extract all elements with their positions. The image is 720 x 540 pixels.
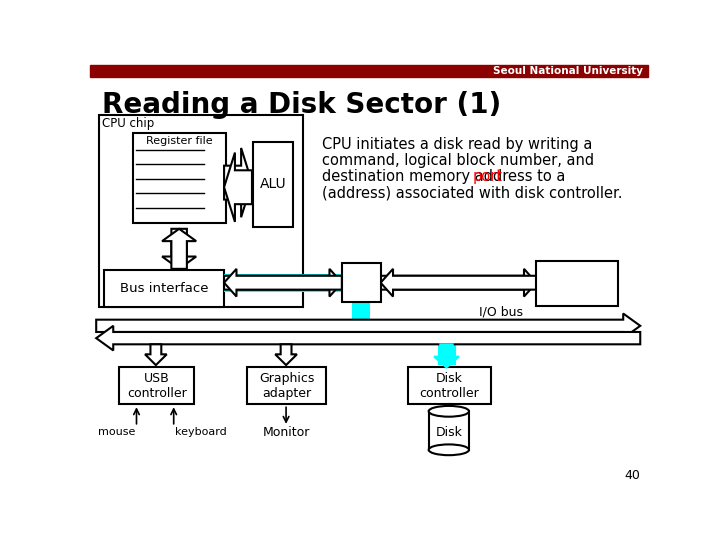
Polygon shape	[224, 148, 252, 217]
Bar	[342, 264, 381, 302]
Text: I/O bus: I/O bus	[479, 306, 523, 319]
Text: Seoul National University: Seoul National University	[492, 66, 642, 76]
Polygon shape	[96, 326, 640, 350]
Polygon shape	[96, 314, 640, 338]
Bar	[253, 142, 293, 226]
Bar	[120, 367, 194, 404]
Bar	[536, 261, 618, 306]
Bar	[104, 271, 224, 307]
Bar	[99, 115, 303, 307]
Polygon shape	[224, 269, 342, 296]
Bar	[246, 367, 326, 404]
Text: USB
controller: USB controller	[127, 372, 186, 400]
Bar	[408, 367, 490, 404]
Bar	[90, 65, 648, 77]
Ellipse shape	[428, 444, 469, 455]
Text: 40: 40	[624, 469, 640, 482]
Text: Disk: Disk	[436, 426, 462, 438]
Text: Bus interface: Bus interface	[120, 282, 208, 295]
Text: command, logical block number, and: command, logical block number, and	[323, 153, 595, 168]
Polygon shape	[145, 345, 167, 365]
Polygon shape	[434, 345, 459, 367]
Text: (address) associated with disk controller.: (address) associated with disk controlle…	[323, 185, 623, 200]
Text: mouse: mouse	[98, 427, 135, 437]
Polygon shape	[162, 229, 196, 269]
Polygon shape	[162, 229, 196, 269]
Ellipse shape	[428, 406, 469, 417]
Polygon shape	[381, 269, 536, 296]
Text: Reading a Disk Sector (1): Reading a Disk Sector (1)	[102, 91, 501, 119]
Text: CPU chip: CPU chip	[102, 117, 155, 130]
Text: Disk
controller: Disk controller	[419, 372, 479, 400]
Text: ALU: ALU	[260, 177, 287, 191]
Polygon shape	[224, 269, 342, 296]
Text: CPU initiates a disk read by writing a: CPU initiates a disk read by writing a	[323, 137, 593, 152]
Text: Main
memory: Main memory	[551, 269, 603, 298]
Polygon shape	[275, 345, 297, 365]
Polygon shape	[381, 269, 536, 296]
Text: Monitor: Monitor	[262, 426, 310, 438]
Text: Graphics
adapter: Graphics adapter	[258, 372, 314, 400]
Text: Register file: Register file	[146, 136, 212, 146]
Bar	[132, 132, 225, 222]
Polygon shape	[224, 153, 252, 222]
Text: keyboard: keyboard	[175, 427, 227, 437]
Text: port: port	[472, 169, 503, 184]
Text: destination memory address to a: destination memory address to a	[323, 169, 570, 184]
